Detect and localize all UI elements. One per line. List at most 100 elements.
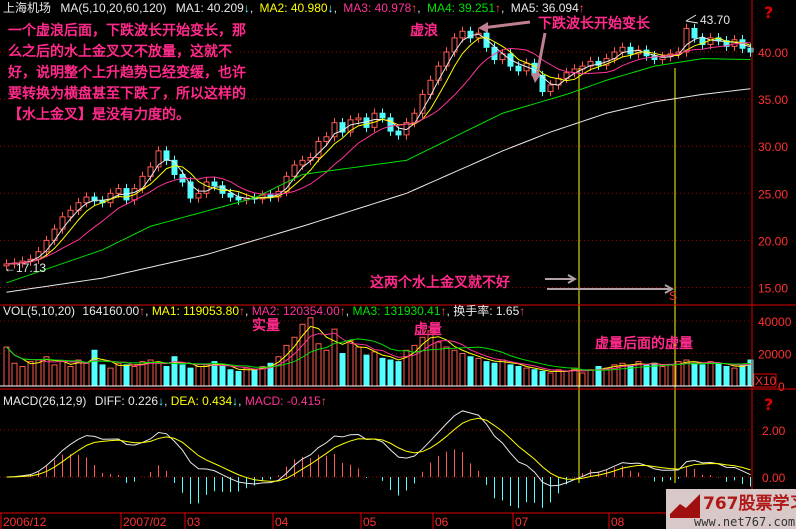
help-icon[interactable]: ?	[764, 395, 773, 414]
volume-bar	[579, 372, 586, 387]
volume-bar	[195, 366, 202, 387]
price-tick-label: 40.00	[758, 46, 788, 60]
candle-body	[427, 79, 434, 95]
volume-bar	[11, 362, 18, 387]
vol-unit-box[interactable]	[753, 373, 777, 388]
date-label: 03	[187, 515, 201, 529]
volume-bar	[523, 367, 530, 387]
date-label: 08	[611, 515, 625, 529]
candle-body	[587, 60, 594, 67]
candle-body	[483, 32, 490, 48]
volume-bar	[699, 364, 706, 387]
volume-bar	[539, 370, 546, 387]
volume-tick-label: 0	[778, 380, 785, 394]
volume-bar	[371, 351, 378, 387]
volume-bar	[443, 346, 450, 387]
volume-bar	[363, 354, 370, 387]
false-wave-label: 虚浪	[410, 22, 438, 39]
volume-bar	[555, 369, 562, 387]
volume-bar	[251, 369, 258, 387]
ma5-line	[6, 33, 751, 265]
candle-body	[315, 140, 322, 159]
vol-ma10-line	[6, 332, 751, 372]
volume-bar	[667, 364, 674, 387]
volume-bar	[459, 353, 466, 387]
volume-bar	[179, 364, 186, 387]
candle-body	[187, 181, 194, 199]
diff-line	[6, 410, 751, 487]
volume-bar	[283, 344, 290, 387]
watermark: 767股票学习网 www.net767.com	[666, 489, 796, 529]
price-tick-label: 30.00	[758, 140, 788, 154]
volume-bar	[499, 359, 506, 387]
longer-decline-label: 下跌波长开始变长	[538, 15, 651, 32]
ma60-line	[6, 58, 751, 284]
volume-bar	[331, 328, 338, 387]
svg-text:767股票学习网: 767股票学习网	[703, 493, 796, 514]
volume-bar	[467, 356, 474, 387]
arrow-head	[531, 73, 541, 83]
volume-bar	[707, 361, 714, 387]
candle-body	[691, 27, 698, 39]
candle-body	[291, 164, 298, 177]
volume-bar	[451, 349, 458, 387]
volume-tick-label: 40000	[758, 315, 792, 329]
volume-bar	[51, 364, 58, 387]
volume-bar	[59, 361, 66, 387]
candle-body	[659, 56, 666, 61]
date-label: 05	[363, 515, 377, 529]
candle-body	[619, 46, 626, 53]
candle-body	[699, 37, 706, 45]
volume-bar	[35, 359, 42, 387]
volume-bar	[483, 361, 490, 387]
annotation-paragraph: 一个虚浪后面，下跌波长开始变长，那 么之后的水上金叉又不放量，这就不 好，说明整…	[7, 22, 246, 123]
vol-ma20-line	[6, 338, 751, 371]
two-crosses-label: 这两个水上金叉就不好	[370, 274, 510, 291]
volume-bar	[115, 362, 122, 387]
volume-bar	[83, 362, 90, 387]
volume-bar	[355, 346, 362, 387]
candle-body	[155, 150, 162, 168]
candle-body	[363, 117, 370, 128]
volume-bar	[235, 370, 242, 387]
volume-bar	[563, 370, 570, 387]
volume-bar	[155, 362, 162, 387]
volume-bar	[379, 357, 386, 387]
candle-body	[331, 122, 338, 138]
candle-body	[347, 119, 354, 133]
volume-bar	[675, 361, 682, 387]
stock-name: 上海机场	[3, 0, 51, 15]
arrow	[547, 284, 675, 294]
help-icon[interactable]: ?	[764, 3, 773, 22]
price-tick-label: 15.00	[758, 282, 788, 296]
volume-bar	[507, 364, 514, 387]
arrow	[535, 32, 547, 76]
date-label: 07	[515, 515, 529, 529]
volume-bar	[531, 369, 538, 387]
candle-body	[43, 239, 50, 253]
candle-body	[323, 136, 330, 142]
volume-bar	[323, 349, 330, 387]
candle-body	[395, 130, 402, 136]
svg-text:【水上金叉】是没有力度的。: 【水上金叉】是没有力度的。	[8, 106, 190, 123]
arrow	[481, 20, 531, 30]
false-volume-label: 虚量	[414, 321, 442, 338]
svg-text:么之后的水上金叉又不放量，这就不: 么之后的水上金叉又不放量，这就不	[8, 43, 232, 60]
price-tick-label: 20.00	[758, 234, 788, 248]
volume-bar	[731, 367, 738, 387]
candle-body	[91, 196, 98, 202]
false-after-false-label: 虚量后面的虚量	[595, 335, 693, 352]
volume-bar	[3, 346, 10, 387]
candle-body	[459, 30, 466, 39]
volume-bar	[131, 366, 138, 387]
candle-body	[419, 93, 426, 114]
candle-body	[683, 27, 690, 53]
candle-body	[515, 65, 522, 72]
volume-header: VOL(5,10,20) 164160.00↑, MA1: 119053.80↑…	[3, 303, 525, 318]
volume-bar	[227, 369, 234, 387]
candle-body	[171, 159, 178, 175]
volume-bar	[91, 349, 98, 387]
candle-body	[355, 117, 362, 121]
volume-bar	[107, 367, 114, 387]
